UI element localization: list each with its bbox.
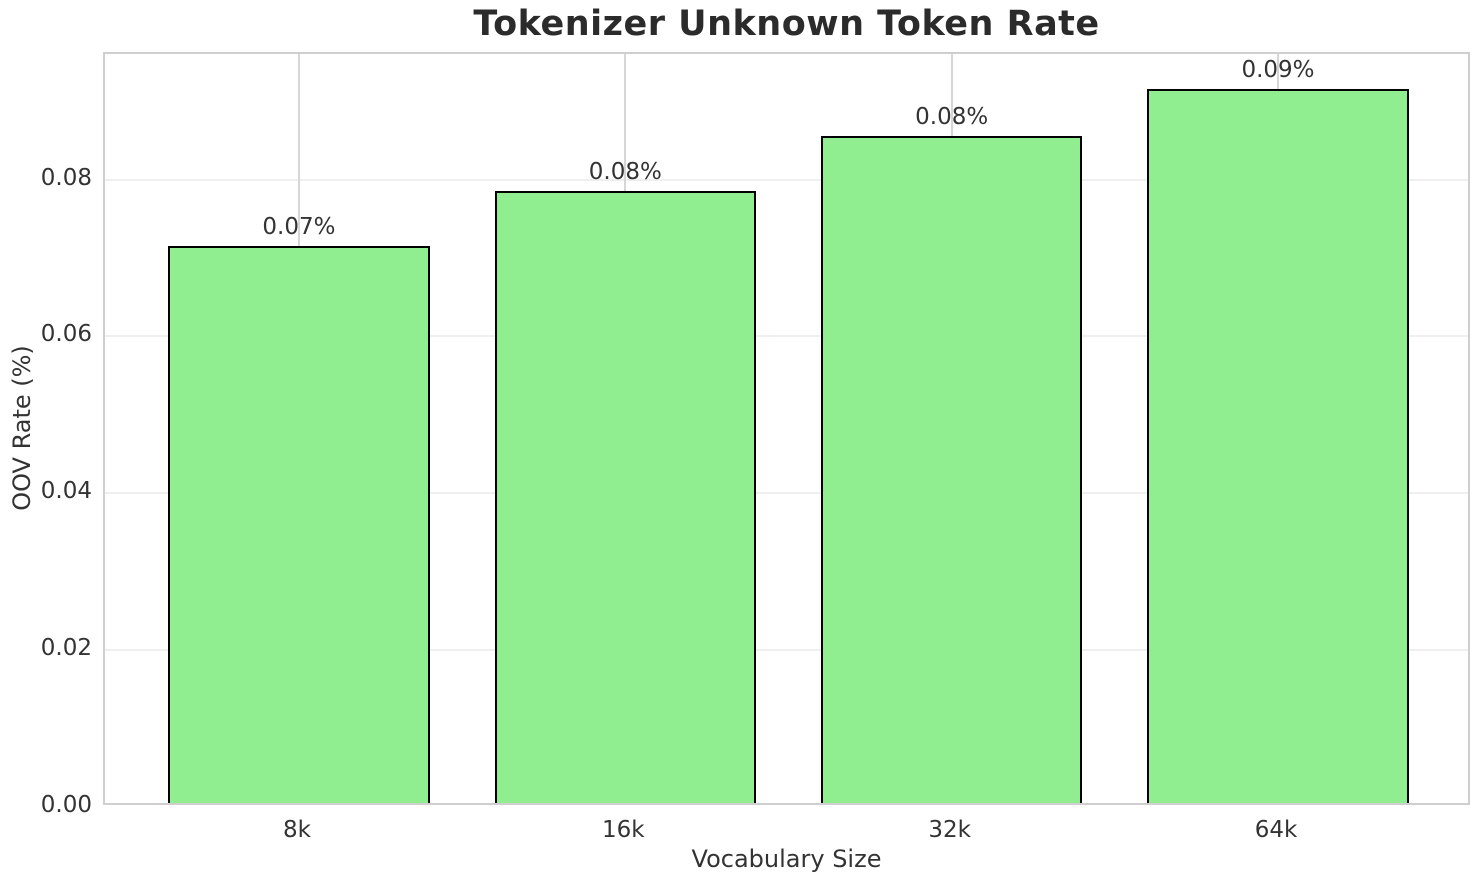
x-tick-label: 64k (1254, 817, 1298, 843)
bar-value-label: 0.09% (1241, 57, 1315, 84)
x-axis-label: Vocabulary Size (691, 845, 882, 873)
bar-value-label: 0.07% (262, 214, 336, 241)
bar-value-label: 0.08% (915, 104, 989, 131)
x-tick-label: 8k (282, 817, 311, 843)
horizontal-gridline (105, 335, 1468, 338)
y-tick-label: 0.06 (40, 321, 92, 348)
bar (494, 191, 756, 803)
y-tick-label: 0.00 (40, 792, 92, 818)
y-tick-label: 0.08 (40, 164, 92, 191)
y-tick-label: 0.02 (40, 635, 92, 662)
x-tick-label: 32k (928, 817, 971, 843)
y-tick-label: 0.04 (40, 478, 92, 505)
bar (168, 246, 430, 803)
horizontal-gridline (105, 649, 1468, 652)
plot-area: 0.07% 0.08% 0.08% 0.09% (103, 52, 1470, 805)
chart-title: Tokenizer Unknown Token Rate (473, 4, 1100, 44)
bar (821, 136, 1083, 803)
horizontal-gridline (105, 492, 1468, 495)
bar (1147, 89, 1409, 803)
horizontal-gridline (105, 178, 1468, 181)
x-tick-label: 16k (602, 817, 645, 843)
bar-value-label: 0.08% (588, 159, 662, 186)
